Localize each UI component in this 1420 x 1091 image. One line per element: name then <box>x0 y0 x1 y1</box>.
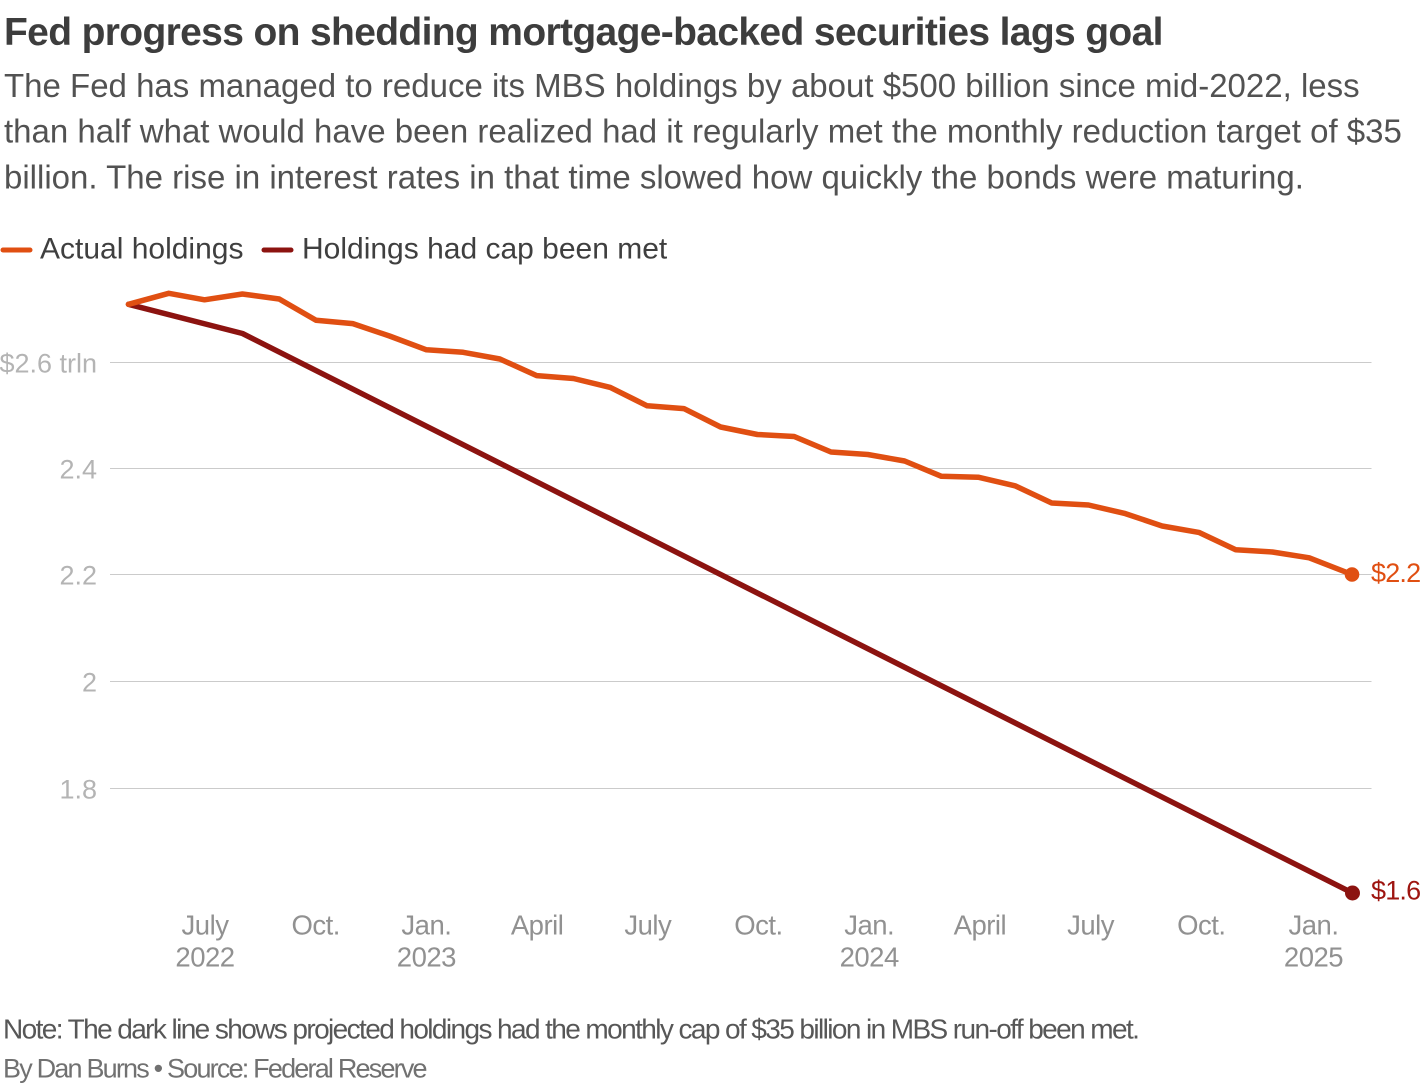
svg-text:July: July <box>1067 910 1115 941</box>
svg-text:April: April <box>511 910 564 941</box>
svg-text:Jan.: Jan. <box>844 910 894 941</box>
svg-text:2.2: 2.2 <box>59 561 97 591</box>
svg-text:$2.2: $2.2 <box>1371 558 1420 588</box>
svg-text:2025: 2025 <box>1284 942 1343 973</box>
svg-text:Oct.: Oct. <box>1177 910 1225 941</box>
svg-text:Jan.: Jan. <box>401 910 451 941</box>
svg-text:$2.6 trln: $2.6 trln <box>0 349 97 379</box>
svg-text:than half what would have been: than half what would have been realized … <box>4 113 1402 150</box>
svg-text:Note: The dark line shows proj: Note: The dark line shows projected hold… <box>3 1014 1138 1045</box>
svg-text:April: April <box>954 910 1007 941</box>
svg-text:The Fed has managed to reduce: The Fed has managed to reduce its MBS ho… <box>4 67 1360 104</box>
svg-text:2022: 2022 <box>175 942 234 973</box>
svg-text:$1.6: $1.6 <box>1371 876 1420 906</box>
svg-text:Actual holdings: Actual holdings <box>40 233 243 266</box>
svg-text:Jan.: Jan. <box>1289 910 1339 941</box>
svg-text:billion. The rise in interest: billion. The rise in interest rates in t… <box>4 159 1304 196</box>
svg-text:Oct.: Oct. <box>291 910 339 941</box>
svg-text:2.4: 2.4 <box>59 455 97 485</box>
svg-text:July: July <box>624 910 672 941</box>
svg-text:2: 2 <box>82 668 97 698</box>
svg-text:By Dan Burns • Source: Federal: By Dan Burns • Source: Federal Reserve <box>3 1054 427 1084</box>
svg-text:2023: 2023 <box>397 942 456 973</box>
svg-text:July: July <box>182 910 230 941</box>
svg-text:2024: 2024 <box>840 942 899 973</box>
svg-text:Fed progress on shedding mortg: Fed progress on shedding mortgage-backed… <box>4 11 1163 54</box>
svg-text:Oct.: Oct. <box>734 910 782 941</box>
svg-text:1.8: 1.8 <box>59 775 97 805</box>
svg-text:Holdings had cap been met: Holdings had cap been met <box>302 233 668 266</box>
